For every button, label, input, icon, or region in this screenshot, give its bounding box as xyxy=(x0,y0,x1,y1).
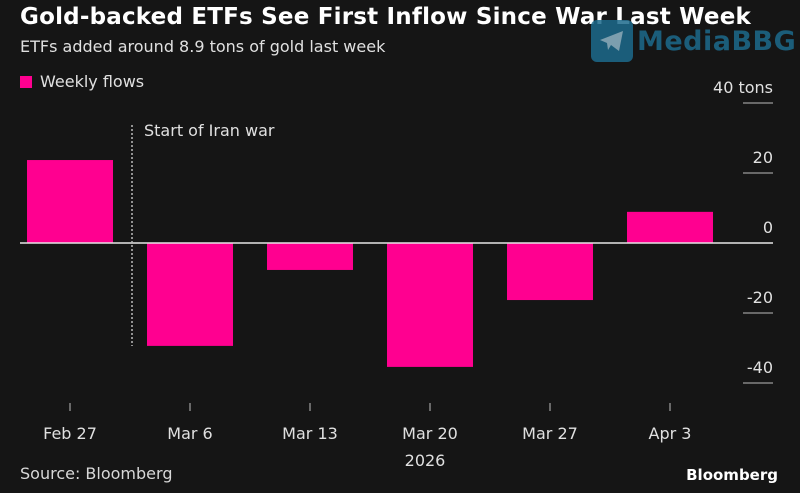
x-tick-label: Mar 20 xyxy=(402,424,458,443)
annotation-label: Start of Iran war xyxy=(144,121,275,140)
bar-mar-13 xyxy=(267,243,353,270)
y-tick-label: -40 xyxy=(747,358,773,377)
watermark-label: MediaBBG xyxy=(637,25,797,57)
x-tick-label: Mar 27 xyxy=(522,424,578,443)
x-tick-label: Mar 13 xyxy=(282,424,338,443)
x-tick-label: Feb 27 xyxy=(43,424,97,443)
x-tick-label: Mar 6 xyxy=(167,424,212,443)
y-tick-label: 20 xyxy=(753,148,773,167)
chart-subtitle: ETFs added around 8.9 tons of gold last … xyxy=(20,37,386,56)
bar-mar-6 xyxy=(147,243,233,346)
y-tick-label: 40 tons xyxy=(713,78,773,97)
telegram-icon xyxy=(591,20,633,62)
x-axis-label: 2026 xyxy=(405,451,446,470)
bloomberg-logo: Bloomberg xyxy=(686,466,778,484)
bar-mar-20 xyxy=(387,243,473,367)
y-tick-label: 0 xyxy=(763,218,773,237)
bar-mar-27 xyxy=(507,243,593,301)
bar-feb-27 xyxy=(27,160,113,243)
watermark: MediaBBG xyxy=(591,20,796,62)
legend: Weekly flows xyxy=(20,72,144,91)
legend-swatch xyxy=(20,75,32,88)
bar-apr-3 xyxy=(627,211,713,243)
x-tick-label: Apr 3 xyxy=(649,424,692,443)
legend-label: Weekly flows xyxy=(40,72,145,91)
y-tick-label: -20 xyxy=(747,288,773,307)
source-note: Source: Bloomberg xyxy=(20,464,173,483)
